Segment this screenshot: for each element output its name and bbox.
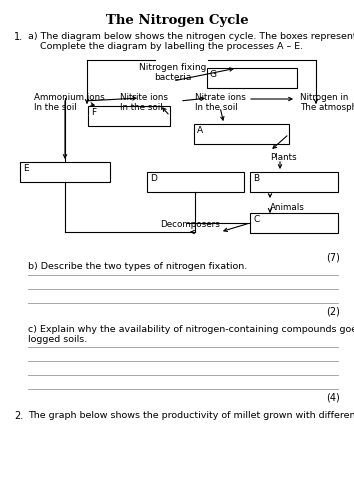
Text: c) Explain why the availability of nitrogen-containing compounds goes down in wa: c) Explain why the availability of nitro… — [28, 325, 354, 334]
Text: Nitrate ions
In the soil: Nitrate ions In the soil — [195, 93, 246, 112]
Text: 1.: 1. — [14, 32, 23, 42]
Text: Nitrogen in
The atmosphere: Nitrogen in The atmosphere — [300, 93, 354, 112]
Bar — [147, 172, 244, 192]
Bar — [194, 124, 289, 144]
Text: a) The diagram below shows the nitrogen cycle. The boxes represent processes.: a) The diagram below shows the nitrogen … — [28, 32, 354, 41]
Text: (2): (2) — [326, 307, 340, 317]
Text: Plants: Plants — [270, 153, 297, 162]
Text: The graph below shows the productivity of millet grown with different fertiliser: The graph below shows the productivity o… — [28, 411, 354, 420]
Text: (4): (4) — [326, 393, 340, 403]
Text: Nitrite ions
In the soil: Nitrite ions In the soil — [120, 93, 168, 112]
Text: logged soils.: logged soils. — [28, 335, 87, 344]
Bar — [20, 162, 110, 182]
Bar — [250, 213, 338, 233]
Text: The Nitrogen Cycle: The Nitrogen Cycle — [106, 14, 248, 27]
Text: b) Describe the two types of nitrogen fixation.: b) Describe the two types of nitrogen fi… — [28, 262, 247, 271]
Text: Ammonium ions
In the soil: Ammonium ions In the soil — [34, 93, 105, 112]
Bar — [88, 106, 170, 126]
Text: Nitrogen fixing
bacteria: Nitrogen fixing bacteria — [139, 63, 207, 82]
Text: Complete the diagram by labelling the processes A – E.: Complete the diagram by labelling the pr… — [28, 42, 303, 51]
Text: G: G — [210, 70, 217, 79]
Text: D: D — [150, 174, 157, 183]
Text: Decomposers: Decomposers — [160, 220, 220, 229]
Text: E: E — [23, 164, 29, 173]
Bar — [207, 68, 297, 88]
Text: Animals: Animals — [270, 203, 305, 212]
Bar — [250, 172, 338, 192]
Text: (7): (7) — [326, 253, 340, 263]
Text: C: C — [253, 215, 259, 224]
Text: B: B — [253, 174, 259, 183]
Text: 2.: 2. — [14, 411, 23, 421]
Text: A: A — [197, 126, 203, 135]
Text: F: F — [91, 108, 96, 117]
